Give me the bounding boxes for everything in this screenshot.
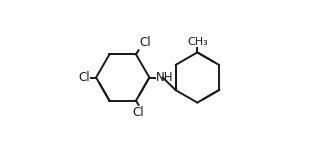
Text: Cl: Cl: [133, 106, 144, 119]
Text: Cl: Cl: [139, 36, 151, 49]
Text: Cl: Cl: [79, 71, 90, 84]
Text: CH₃: CH₃: [187, 37, 208, 47]
Text: NH: NH: [155, 71, 173, 84]
